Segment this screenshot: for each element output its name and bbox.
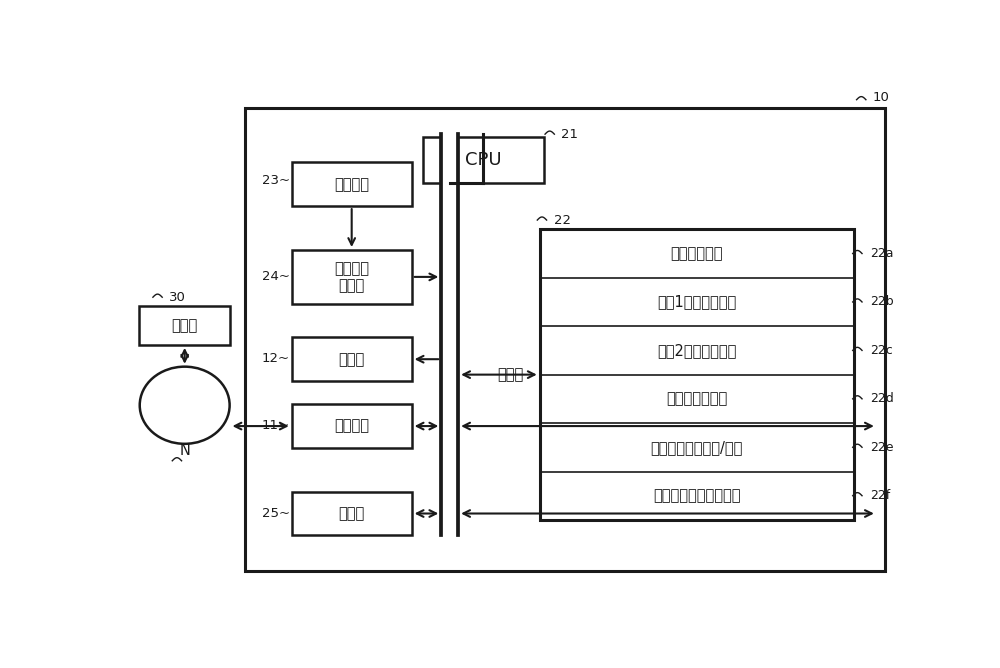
Bar: [139, 307, 230, 345]
Text: N: N: [179, 443, 190, 458]
Bar: [292, 337, 412, 381]
Text: 通信部: 通信部: [339, 506, 365, 521]
Text: 税合计存储区域: 税合计存储区域: [666, 391, 727, 406]
Text: 22b: 22b: [871, 295, 894, 309]
Text: 25~: 25~: [262, 507, 290, 520]
Text: 30: 30: [169, 291, 186, 304]
Bar: [245, 108, 885, 571]
Text: CPU: CPU: [465, 151, 502, 169]
Bar: [292, 162, 412, 206]
Text: 计算处理程序: 计算处理程序: [670, 246, 723, 261]
Text: 存储器: 存储器: [497, 367, 523, 382]
Bar: [441, 134, 458, 535]
Text: 22: 22: [554, 214, 571, 226]
Text: 24~: 24~: [262, 270, 290, 283]
Bar: [292, 250, 412, 304]
Text: 22e: 22e: [871, 441, 894, 454]
Text: 税合计后模式（开/关）: 税合计后模式（开/关）: [650, 440, 743, 455]
Text: 服务器: 服务器: [172, 318, 198, 333]
Text: 22a: 22a: [871, 247, 894, 260]
Text: 22d: 22d: [871, 392, 894, 405]
Text: 记录介质
读取部: 记录介质 读取部: [334, 261, 369, 293]
Text: 记录介质: 记录介质: [334, 177, 369, 192]
Text: 11~: 11~: [262, 420, 290, 432]
Bar: [423, 137, 544, 183]
Text: 键输入部: 键输入部: [334, 419, 369, 434]
Bar: [292, 404, 412, 448]
Text: 23~: 23~: [262, 174, 290, 187]
Text: 找零计算用合计存储器: 找零计算用合计存储器: [653, 488, 740, 503]
Text: 税獴2合计存储区域: 税獴2合计存储区域: [657, 343, 736, 358]
Text: 12~: 12~: [262, 353, 290, 365]
Text: 21: 21: [561, 128, 578, 141]
Text: 10: 10: [873, 91, 890, 104]
Bar: [292, 492, 412, 535]
Text: 22f: 22f: [871, 489, 891, 502]
Text: 显示部: 显示部: [339, 351, 365, 367]
Text: 22c: 22c: [871, 344, 893, 357]
Text: 税獴1合计存储区域: 税獴1合计存储区域: [657, 295, 736, 309]
Bar: [540, 229, 854, 520]
